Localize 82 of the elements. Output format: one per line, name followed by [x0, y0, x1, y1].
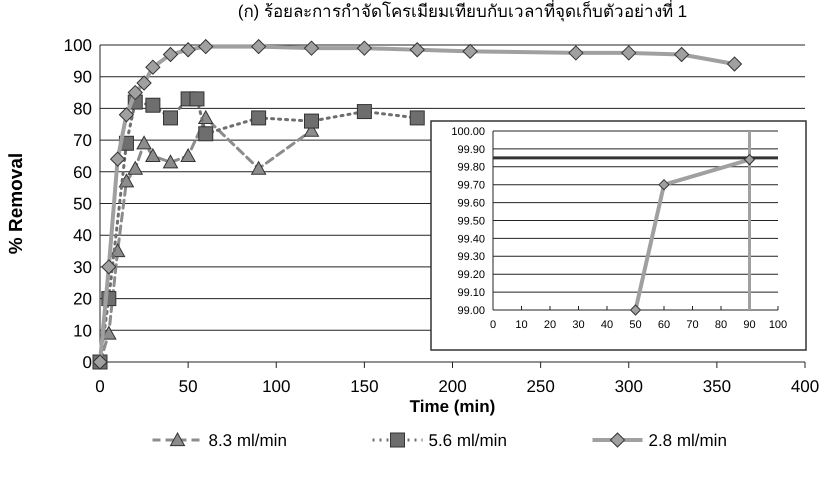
point	[744, 154, 755, 166]
x-tick-label: 70	[686, 319, 699, 331]
y-tick-label: 99.40	[457, 233, 485, 246]
x-tick-label: 150	[350, 377, 379, 396]
x-tick-label: 300	[614, 377, 643, 396]
legend-label: 5.6 ml/min	[428, 430, 507, 450]
x-tick-label: 200	[438, 377, 467, 396]
point	[145, 98, 160, 113]
y-tick-label: 99.00	[457, 304, 485, 317]
point	[128, 85, 143, 100]
x-tick-label: 100	[262, 377, 290, 396]
x-tick-label: 0	[95, 377, 105, 396]
point	[251, 110, 266, 126]
x-tick-label: 60	[658, 319, 670, 331]
y-tick-label: 99.70	[457, 180, 485, 192]
y-tick-label: 90	[73, 68, 92, 87]
point	[410, 42, 425, 58]
y-tick-label: 99.30	[457, 251, 485, 264]
x-tick-label: 10	[515, 319, 528, 331]
x-tick-label: 250	[526, 377, 555, 396]
x-tick-label: 350	[702, 377, 732, 396]
point	[674, 47, 690, 62]
x-tick-label: 40	[600, 319, 614, 331]
y-tick-label: 100.00	[451, 126, 485, 138]
point	[145, 60, 160, 75]
point	[118, 107, 134, 122]
y-tick-label: 99.90	[457, 144, 485, 156]
legend-label: 8.3 ml/min	[208, 430, 287, 450]
point	[180, 148, 196, 162]
y-tick-label: 99.60	[457, 197, 485, 210]
point	[658, 179, 670, 190]
point	[136, 136, 152, 150]
point	[198, 126, 214, 142]
y-tick-label: 30	[73, 258, 92, 277]
point	[568, 45, 584, 60]
x-tick-label: 90	[743, 319, 756, 331]
legend-label: 2.8 ml/min	[648, 430, 727, 450]
point	[410, 110, 425, 126]
point	[145, 148, 160, 162]
x-tick-label: 100	[768, 319, 788, 331]
point	[136, 76, 152, 91]
x-tick-label: 20	[544, 319, 556, 331]
y-tick-label: 99.20	[457, 269, 485, 282]
point	[110, 152, 126, 167]
point	[128, 161, 143, 175]
y-tick-label: 70	[73, 131, 92, 150]
point	[198, 39, 214, 54]
x-tick-label: 80	[714, 319, 728, 331]
point	[189, 91, 204, 106]
x-tick-label: 0	[490, 319, 496, 331]
y-tick-label: 20	[73, 290, 92, 309]
point	[356, 40, 372, 56]
point	[727, 56, 742, 72]
point	[163, 47, 178, 62]
x-tick-label: 400	[790, 377, 820, 396]
point	[621, 45, 636, 60]
y-tick-label: 40	[73, 226, 92, 246]
y-tick-label: 100	[64, 36, 92, 55]
point	[630, 304, 641, 316]
x-tick-label: 50	[629, 319, 642, 331]
point	[462, 44, 478, 59]
point	[118, 174, 134, 188]
point	[180, 42, 196, 58]
point	[163, 154, 178, 168]
y-tick-label: 60	[73, 162, 92, 182]
point	[251, 161, 266, 175]
y-tick-label: 99.10	[457, 286, 485, 299]
y-axis-title: % Removal	[6, 152, 27, 254]
x-tick-label: 30	[572, 319, 585, 331]
point	[356, 104, 372, 120]
y-tick-label: 0	[82, 352, 92, 372]
y-tick-label: 80	[73, 99, 92, 118]
y-tick-label: 50	[73, 194, 92, 214]
y-tick-label: 99.50	[457, 215, 485, 228]
y-tick-label: 99.80	[457, 162, 485, 174]
point	[304, 114, 319, 129]
point	[163, 110, 178, 126]
point	[251, 39, 266, 54]
x-axis-title: Time (min)	[410, 397, 496, 416]
point	[101, 259, 116, 274]
x-tick-label: 50	[178, 377, 198, 396]
point	[304, 40, 319, 56]
